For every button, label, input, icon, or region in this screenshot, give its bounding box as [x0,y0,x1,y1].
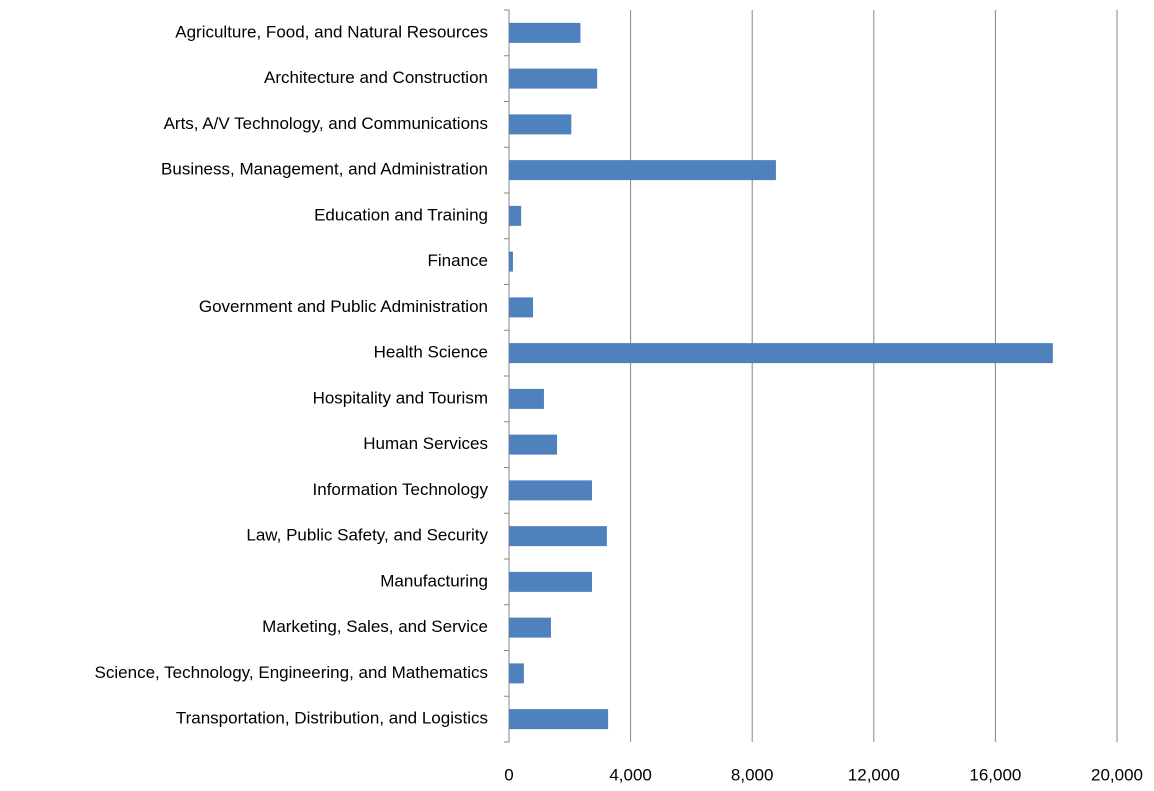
x-tick-label: 12,000 [848,765,900,784]
x-tick-label: 20,000 [1091,765,1143,784]
bar [509,388,544,409]
bar [509,297,534,318]
y-tick-label: Information Technology [313,480,489,499]
y-tick-label: Marketing, Sales, and Service [262,617,488,636]
y-tick-label: Finance [428,251,488,270]
bar [509,571,592,592]
x-tick-label: 16,000 [969,765,1021,784]
bar [509,114,572,135]
bar [509,526,607,547]
bar [509,617,551,638]
y-tick-label: Science, Technology, Engineering, and Ma… [95,663,488,682]
y-tick-label: Business, Management, and Administration [161,160,488,179]
x-tick-label: 0 [504,765,513,784]
bar [509,160,776,181]
bar [509,480,592,501]
y-tick-label: Arts, A/V Technology, and Communications [164,114,488,133]
bar [509,251,513,272]
bar [509,68,598,89]
y-tick-label: Agriculture, Food, and Natural Resources [175,22,488,41]
bar [509,434,558,455]
bar [509,709,609,730]
y-tick-label: Transportation, Distribution, and Logist… [176,709,488,728]
bar [509,343,1053,364]
bar [509,22,581,43]
bar [509,663,524,684]
y-tick-label: Hospitality and Tourism [313,388,488,407]
y-tick-label: Architecture and Construction [264,68,488,87]
x-tick-label: 8,000 [731,765,774,784]
y-tick-label: Human Services [363,434,488,453]
bar [509,205,522,226]
y-tick-label: Health Science [374,343,488,362]
y-tick-label: Manufacturing [380,571,488,590]
y-tick-label: Education and Training [314,205,488,224]
x-tick-label: 4,000 [609,765,652,784]
y-tick-label: Government and Public Administration [199,297,488,316]
y-tick-label: Law, Public Safety, and Security [246,526,488,545]
